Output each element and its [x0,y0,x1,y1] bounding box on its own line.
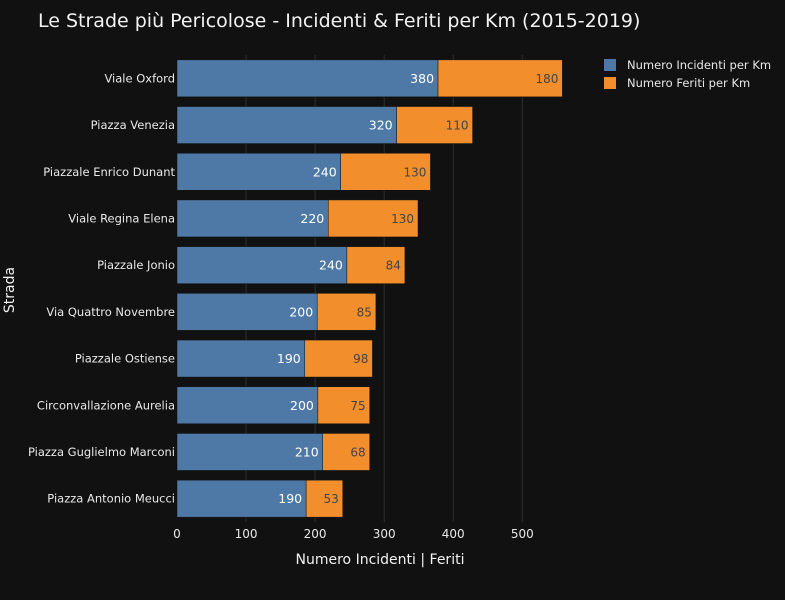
bar-incidenti[interactable] [176,246,348,284]
data-label-feriti: 130 [404,165,427,179]
y-category-label: Piazzale Ostiense [75,352,175,366]
data-label-incidenti: 200 [289,304,313,319]
y-category-label: Piazzale Jonio [97,258,175,272]
bar-incidenti[interactable] [176,433,323,471]
bar-incidenti[interactable] [176,106,397,144]
chart-title: Le Strade più Pericolose - Incidenti & F… [38,10,640,32]
data-label-feriti: 180 [535,72,558,86]
data-label-feriti: 85 [357,305,372,319]
data-label-incidenti: 190 [277,351,301,366]
bar-feriti[interactable] [305,479,343,518]
bar-feriti[interactable] [322,433,370,471]
x-tick-label: 300 [373,527,396,541]
bar-incidenti[interactable] [176,386,319,424]
data-label-feriti: 98 [353,352,368,366]
bar-incidenti[interactable] [176,199,329,238]
x-tick-label: 500 [511,527,534,541]
x-tick-label: 100 [235,527,258,541]
data-label-incidenti: 240 [319,258,343,273]
x-axis-ticks: 0 100 200 300 400 500 [173,527,534,541]
data-label-incidenti: 210 [295,444,319,459]
bar-incidenti[interactable] [176,153,341,191]
data-label-feriti: 53 [323,492,338,506]
data-label-incidenti: 200 [290,398,314,413]
y-category-label: Piazzale Enrico Dunant [43,165,175,179]
bar-feriti[interactable] [327,199,419,238]
y-category-label: Piazza Guglielmo Marconi [28,445,175,459]
bar-feriti[interactable] [304,339,373,378]
x-tick-label: 200 [304,527,327,541]
legend-item-label[interactable]: Numero Incidenti per Km [627,58,771,72]
y-category-label: Via Quattro Novembre [46,305,175,319]
data-label-feriti: 75 [350,399,365,413]
legend[interactable]: Numero Incidenti per Km Numero Feriti per… [604,58,771,90]
y-axis-title: Strada [2,267,18,313]
bar-feriti[interactable] [396,106,473,144]
x-tick-label: 400 [442,527,465,541]
bar-feriti[interactable] [340,153,431,191]
y-category-label: Piazza Antonio Meucci [47,492,175,506]
y-category-label: Piazza Venezia [91,118,175,132]
bar-feriti[interactable] [346,246,406,284]
bar-feriti[interactable] [437,59,563,98]
data-label-incidenti: 220 [300,211,324,226]
y-category-label: Viale Oxford [104,71,175,85]
x-tick-label: 0 [173,527,181,541]
legend-item-label[interactable]: Numero Feriti per Km [627,76,750,90]
legend-swatch[interactable] [604,77,616,89]
bar-incidenti[interactable] [176,293,318,331]
data-label-incidenti: 240 [313,164,337,179]
bar-incidenti[interactable] [176,59,439,98]
data-label-feriti: 130 [391,212,414,226]
data-label-incidenti: 320 [369,118,393,133]
y-category-label: Viale Regina Elena [68,211,175,225]
legend-swatch[interactable] [604,59,616,71]
y-category-label: Circonvallazione Aurelia [37,398,175,412]
data-label-feriti: 68 [350,445,365,459]
bar-feriti[interactable] [317,386,370,424]
data-label-feriti: 84 [386,259,401,273]
data-label-incidenti: 190 [278,491,302,506]
x-axis-title: Numero Incidenti | Feriti [296,552,465,568]
data-label-feriti: 110 [446,119,469,133]
data-label-incidenti: 380 [410,71,434,86]
bar-feriti[interactable] [316,293,377,331]
y-axis-categories: Viale Oxford Piazza Venezia Piazzale Enric… [28,71,176,505]
bars: 380 180 320 110 240 130 220 130 240 84 200 85 190 98 2… [176,59,563,518]
